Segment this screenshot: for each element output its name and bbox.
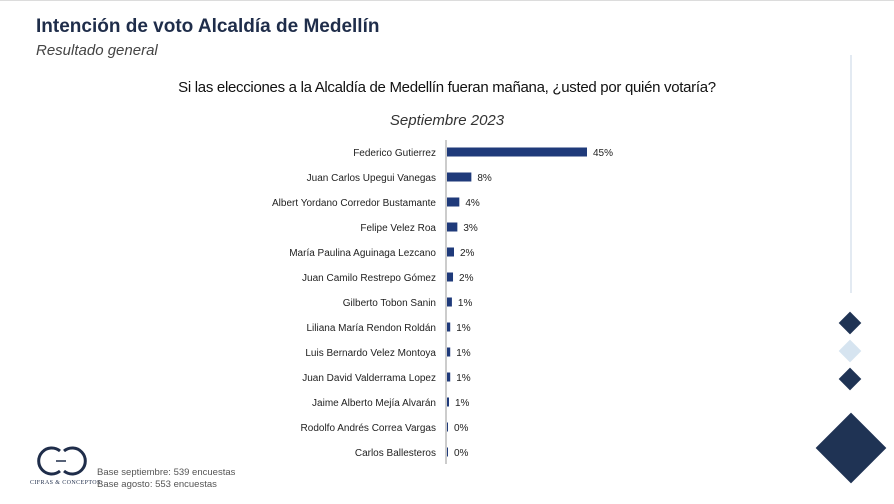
category-label: María Paulina Aguinaga Lezcano — [289, 248, 436, 259]
data-label: 0% — [454, 448, 469, 459]
logo-mark-icon — [37, 446, 87, 476]
top-rule — [0, 0, 894, 1]
bar — [447, 197, 460, 207]
data-label: 1% — [455, 398, 470, 409]
base-august: Base agosto: 553 encuestas — [97, 479, 217, 490]
category-label: Rodolfo Andrés Correa Vargas — [301, 423, 436, 434]
bar — [447, 172, 472, 182]
bar — [447, 147, 587, 157]
category-label: Jaime Alberto Mejía Alvarán — [312, 398, 436, 409]
bar — [447, 347, 451, 357]
category-label: Albert Yordano Corredor Bustamante — [272, 198, 436, 209]
category-label: Juan Camilo Restrepo Gómez — [302, 273, 436, 284]
bar — [447, 222, 458, 232]
bar — [447, 247, 454, 257]
diamond-icon — [838, 367, 862, 391]
data-label: 4% — [465, 198, 480, 209]
data-label: 2% — [460, 248, 475, 259]
bar — [447, 322, 451, 332]
decorative-side-line — [850, 55, 852, 293]
bar — [447, 272, 454, 282]
bar — [447, 297, 452, 307]
large-diamond-icon — [815, 412, 887, 484]
logo-text: CIFRAS & CONCEPTOS — [30, 480, 101, 486]
category-label: Carlos Ballesteros — [355, 448, 436, 459]
bar — [447, 422, 448, 432]
data-label: 2% — [459, 273, 474, 284]
slide-subtitle: Resultado general — [36, 42, 158, 59]
category-label: Juan David Valderrama Lopez — [302, 373, 436, 384]
bar — [447, 447, 448, 457]
data-label: 1% — [456, 323, 471, 334]
slide-title: Intención de voto Alcaldía de Medellín — [36, 16, 380, 37]
data-label: 8% — [477, 173, 492, 184]
data-label: 45% — [593, 148, 613, 159]
category-label: Liliana María Rendon Roldán — [306, 323, 436, 334]
bar — [447, 397, 449, 407]
category-label: Luis Bernardo Velez Montoya — [305, 348, 436, 359]
vote-intention-bar-chart: Federico Gutierrez 45% Juan Carlos Upegui … — [272, 140, 613, 464]
diamond-icon-light — [838, 339, 862, 363]
category-label: Felipe Velez Roa — [360, 223, 436, 234]
data-label: 3% — [463, 223, 478, 234]
data-label: 0% — [454, 423, 469, 434]
data-label: 1% — [456, 373, 471, 384]
survey-period: Septiembre 2023 — [389, 112, 505, 129]
survey-question: Si las elecciones a la Alcaldía de Medel… — [178, 79, 716, 96]
base-september: Base septiembre: 539 encuestas — [97, 467, 236, 478]
diamond-icon — [838, 311, 862, 335]
category-label: Federico Gutierrez — [353, 148, 436, 159]
category-label: Gilberto Tobon Sanin — [343, 298, 436, 309]
bar — [447, 372, 451, 382]
data-label: 1% — [456, 348, 471, 359]
data-label: 1% — [458, 298, 473, 309]
category-label: Juan Carlos Upegui Vanegas — [307, 173, 436, 184]
